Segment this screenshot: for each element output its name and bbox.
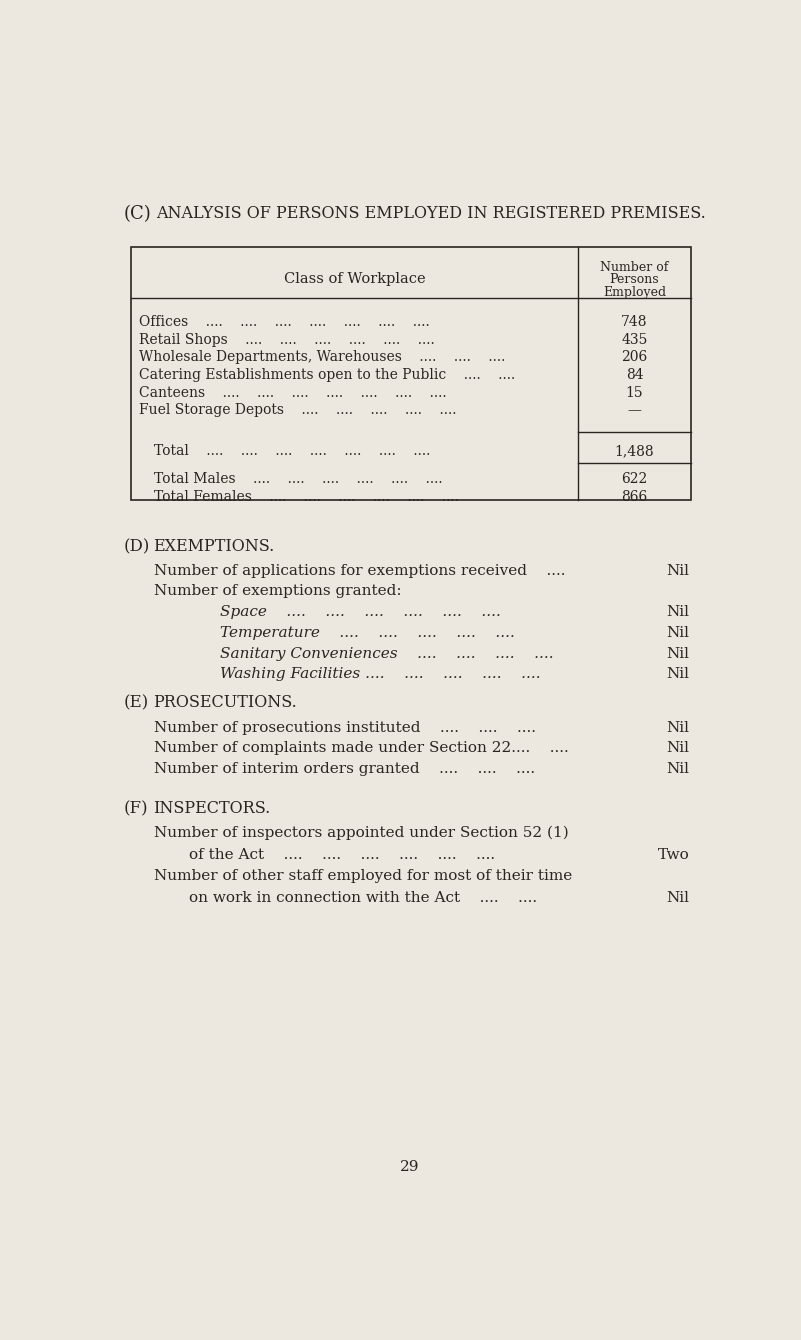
- Text: of the Act    ....    ....    ....    ....    ....    ....: of the Act .... .... .... .... .... ....: [189, 848, 495, 862]
- Text: Space    ....    ....    ....    ....    ....    ....: Space .... .... .... .... .... ....: [220, 606, 501, 619]
- Text: PROSECUTIONS.: PROSECUTIONS.: [153, 694, 296, 712]
- Text: Retail Shops    ....    ....    ....    ....    ....    ....: Retail Shops .... .... .... .... .... ..…: [139, 332, 435, 347]
- Text: on work in connection with the Act    ....    ....: on work in connection with the Act .... …: [189, 891, 537, 904]
- Text: (D): (D): [123, 539, 150, 555]
- Text: 29: 29: [400, 1160, 420, 1174]
- Text: Two: Two: [658, 848, 689, 862]
- Text: Sanitary Conveniences    ....    ....    ....    ....: Sanitary Conveniences .... .... .... ...…: [220, 647, 553, 661]
- Text: Persons: Persons: [610, 273, 659, 287]
- Text: Number of complaints made under Section 22....    ....: Number of complaints made under Section …: [155, 741, 570, 756]
- Text: Nil: Nil: [666, 564, 689, 578]
- Text: 435: 435: [622, 332, 648, 347]
- Text: Nil: Nil: [666, 647, 689, 661]
- Text: (C): (C): [123, 205, 151, 224]
- Text: Number of other staff employed for most of their time: Number of other staff employed for most …: [155, 870, 573, 883]
- Text: Catering Establishments open to the Public    ....    ....: Catering Establishments open to the Publ…: [139, 369, 515, 382]
- Text: Nil: Nil: [666, 741, 689, 756]
- Text: Washing Facilities ....    ....    ....    ....    ....: Washing Facilities .... .... .... .... .…: [220, 667, 541, 682]
- Text: Class of Workplace: Class of Workplace: [284, 272, 425, 287]
- Text: Number of: Number of: [600, 261, 669, 273]
- Text: EXEMPTIONS.: EXEMPTIONS.: [153, 539, 274, 555]
- Text: 84: 84: [626, 369, 643, 382]
- Text: Nil: Nil: [666, 721, 689, 734]
- Text: Nil: Nil: [666, 626, 689, 641]
- Text: INSPECTORS.: INSPECTORS.: [153, 800, 270, 817]
- Text: Total Males    ....    ....    ....    ....    ....    ....: Total Males .... .... .... .... .... ...…: [155, 472, 443, 486]
- Text: Number of applications for exemptions received    ....: Number of applications for exemptions re…: [155, 564, 566, 578]
- Text: Number of prosecutions instituted    ....    ....    ....: Number of prosecutions instituted .... .…: [155, 721, 537, 734]
- Text: 1,488: 1,488: [614, 444, 654, 458]
- Text: Nil: Nil: [666, 762, 689, 776]
- Text: Total    ....    ....    ....    ....    ....    ....    ....: Total .... .... .... .... .... .... ....: [155, 444, 431, 458]
- Text: Nil: Nil: [666, 891, 689, 904]
- Text: Number of exemptions granted:: Number of exemptions granted:: [155, 584, 402, 598]
- Text: Total Females    ....    ....    ....    ....    ....    ....: Total Females .... .... .... .... .... .…: [155, 489, 459, 504]
- Text: Nil: Nil: [666, 606, 689, 619]
- Text: Wholesale Departments, Warehouses    ....    ....    ....: Wholesale Departments, Warehouses .... .…: [139, 350, 505, 364]
- Text: Number of inspectors appointed under Section 52 (1): Number of inspectors appointed under Sec…: [155, 825, 570, 840]
- Text: —: —: [627, 403, 642, 417]
- Text: 15: 15: [626, 386, 643, 399]
- Text: ANALYSIS OF PERSONS EMPLOYED IN REGISTERED PREMISES.: ANALYSIS OF PERSONS EMPLOYED IN REGISTER…: [156, 205, 706, 222]
- Text: 622: 622: [622, 472, 648, 486]
- Text: 866: 866: [622, 489, 648, 504]
- Text: Canteens    ....    ....    ....    ....    ....    ....    ....: Canteens .... .... .... .... .... .... .…: [139, 386, 446, 399]
- Text: Nil: Nil: [666, 667, 689, 682]
- Text: 206: 206: [622, 350, 648, 364]
- Text: (F): (F): [123, 800, 148, 817]
- Text: Employed: Employed: [603, 285, 666, 299]
- Text: Temperature    ....    ....    ....    ....    ....: Temperature .... .... .... .... ....: [220, 626, 515, 641]
- Bar: [131, 247, 690, 500]
- Text: (E): (E): [123, 694, 149, 712]
- Text: 748: 748: [622, 315, 648, 328]
- Text: Number of interim orders granted    ....    ....    ....: Number of interim orders granted .... ..…: [155, 762, 536, 776]
- Text: Offices    ....    ....    ....    ....    ....    ....    ....: Offices .... .... .... .... .... .... ..…: [139, 315, 429, 328]
- Text: Fuel Storage Depots    ....    ....    ....    ....    ....: Fuel Storage Depots .... .... .... .... …: [139, 403, 457, 417]
